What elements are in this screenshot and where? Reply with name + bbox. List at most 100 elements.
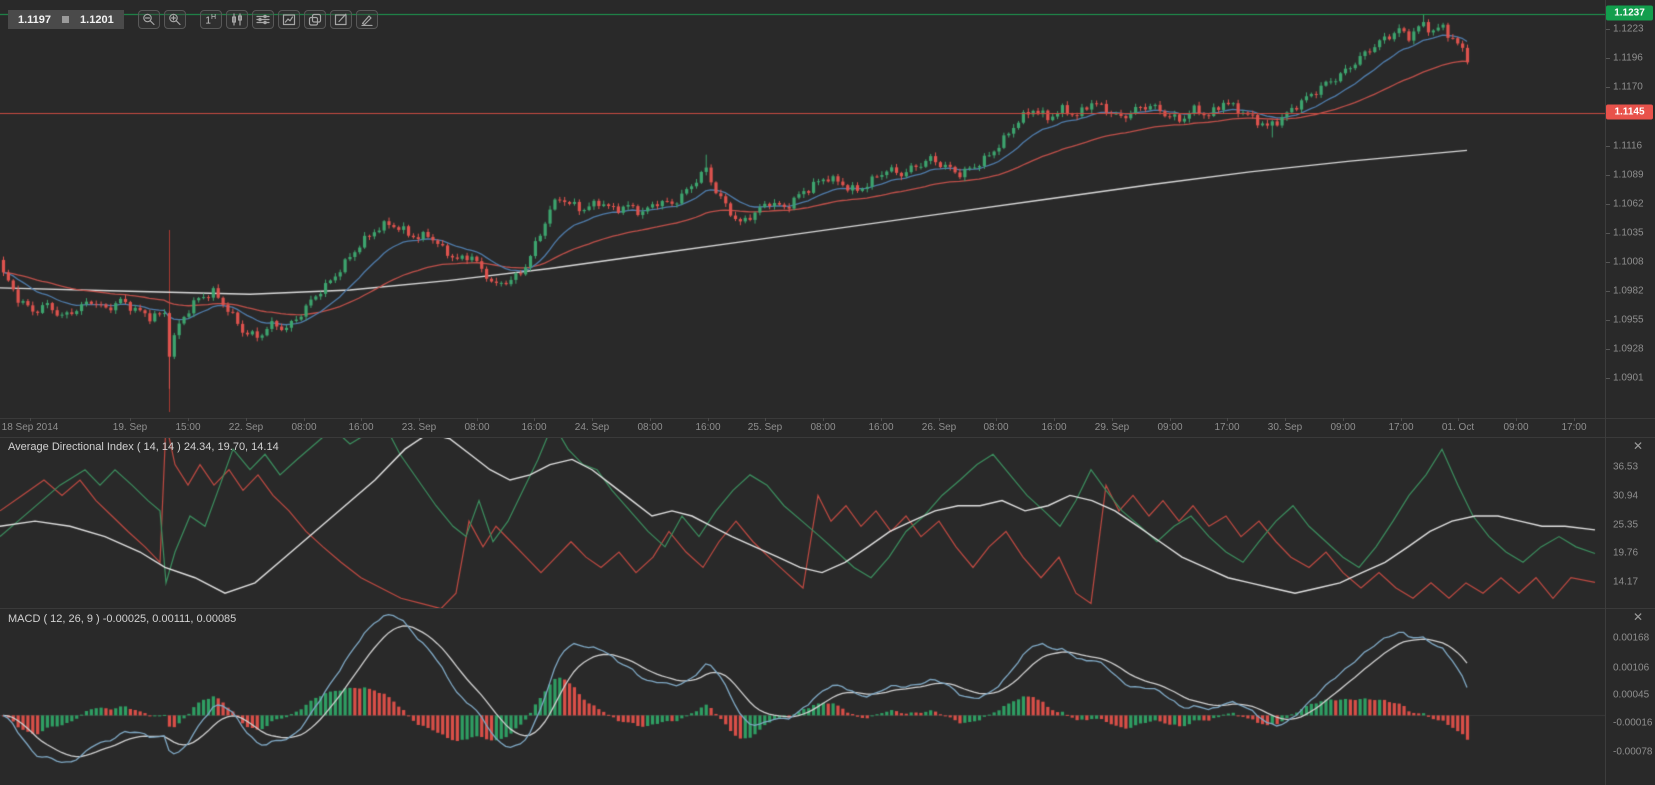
price-axis-label: 1.1223 <box>1613 23 1644 35</box>
price-axis-tick <box>1606 175 1610 176</box>
time-axis-tick <box>130 418 131 421</box>
price-axis-label: 1.1089 <box>1613 169 1644 181</box>
adx-axis-label: 14.17 <box>1613 576 1639 588</box>
time-axis-label: 23. Sep <box>401 422 437 433</box>
time-axis-tick <box>361 418 362 421</box>
time-axis-label: 08:00 <box>464 422 490 433</box>
panel-separator <box>0 418 1655 419</box>
price-axis-tick <box>1606 146 1610 147</box>
macd-panel-title: MACD ( 12, 26, 9 ) -0.00025, 0.00111, 0.… <box>8 613 237 625</box>
price-axis-label: 1.1170 <box>1613 81 1643 93</box>
macd-close-icon[interactable]: ✕ <box>1633 610 1644 624</box>
time-axis-tick <box>246 418 247 421</box>
time-axis-label: 17:00 <box>1388 422 1414 433</box>
time-axis-tick <box>30 418 31 421</box>
bid-price[interactable]: 1.1197 <box>18 13 52 26</box>
pen-icon <box>361 15 373 26</box>
time-axis-tick <box>881 418 882 421</box>
time-axis-tick <box>1574 418 1575 421</box>
time-axis-label: 26. Sep <box>921 422 957 433</box>
price-axis-tick <box>1606 87 1610 88</box>
macd-axis-label: 0.00045 <box>1613 689 1650 701</box>
time-axis-tick <box>1285 418 1286 421</box>
price-axis-label: 1.0982 <box>1613 285 1644 297</box>
adx-axis-label: 30.94 <box>1613 490 1639 502</box>
time-axis-tick <box>1170 418 1171 421</box>
price-axis-label: 1.1008 <box>1613 256 1644 268</box>
time-axis-tick <box>419 418 420 421</box>
time-axis-label: 16:00 <box>1041 422 1067 433</box>
chart-snapshot-button[interactable] <box>277 10 300 29</box>
time-axis-label: 16:00 <box>348 422 374 433</box>
adx-axis-label: 36.53 <box>1613 461 1639 473</box>
time-axis-label: 17:00 <box>1214 422 1240 433</box>
alert-price-badge: 1.1145 <box>1606 104 1653 120</box>
time-axis-label: 22. Sep <box>228 422 264 433</box>
price-axis-tick <box>1606 349 1610 350</box>
magnifier-minus-icon <box>142 13 155 26</box>
candlestick-icon <box>231 13 242 26</box>
time-axis-label: 08:00 <box>810 422 836 433</box>
timeframe-1h-icon: 1H <box>205 13 217 27</box>
time-axis-tick <box>996 418 997 421</box>
price-axis-label: 1.0955 <box>1613 314 1644 326</box>
price-axis-label: 1.0901 <box>1613 372 1644 384</box>
time-axis-tick <box>1458 418 1459 421</box>
time-axis-label: 09:00 <box>1157 422 1183 433</box>
time-axis-tick <box>823 418 824 421</box>
draw-tools-button[interactable] <box>355 10 378 29</box>
time-axis-tick <box>650 418 651 421</box>
adx-indicator-canvas[interactable] <box>0 438 1605 608</box>
indicators-button[interactable] <box>251 10 274 29</box>
adx-axis-label: 19.76 <box>1613 547 1639 559</box>
timeframe-button[interactable]: 1H <box>199 10 222 29</box>
price-axis-label: 1.0928 <box>1613 343 1644 355</box>
time-axis-tick <box>765 418 766 421</box>
price-axis-tick <box>1606 378 1610 379</box>
time-axis-label: 19. Sep <box>112 422 148 433</box>
time-axis-label: 09:00 <box>1503 422 1529 433</box>
current-price-badge: 1.1237 <box>1606 5 1653 21</box>
time-axis-label: 09:00 <box>1330 422 1356 433</box>
time-axis-tick <box>1516 418 1517 421</box>
price-axis-tick <box>1606 58 1610 59</box>
edit-chart-button[interactable] <box>329 10 352 29</box>
time-axis-tick <box>1401 418 1402 421</box>
time-axis-tick <box>534 418 535 421</box>
price-axis-label: 1.1116 <box>1613 140 1643 152</box>
time-axis-label: 18 Sep 2014 <box>1 422 59 433</box>
panel-separator <box>0 437 1655 438</box>
magnifier-plus-icon <box>168 13 181 26</box>
panel-separator <box>0 608 1655 609</box>
spread-indicator-icon <box>62 16 70 23</box>
chart-type-button[interactable] <box>225 10 248 29</box>
macd-axis-label: -0.00078 <box>1613 746 1653 758</box>
chart-toolbar: 1.1197 1.1201 1H <box>8 10 378 29</box>
sliders-icon <box>256 14 270 25</box>
price-axis-label: 1.1062 <box>1613 198 1644 210</box>
time-axis-tick <box>1343 418 1344 421</box>
time-axis-label: 08:00 <box>637 422 663 433</box>
time-axis-tick <box>477 418 478 421</box>
macd-indicator-canvas[interactable] <box>0 609 1605 785</box>
ask-price[interactable]: 1.1201 <box>80 13 114 26</box>
time-axis-tick <box>592 418 593 421</box>
price-axis-tick <box>1606 320 1610 321</box>
adx-close-icon[interactable]: ✕ <box>1633 439 1644 453</box>
zoom-in-button[interactable] <box>163 10 186 29</box>
price-axis-tick <box>1606 204 1610 205</box>
macd-axis-label: 0.00106 <box>1613 662 1650 674</box>
time-axis-label: 17:00 <box>1561 422 1587 433</box>
time-axis-label: 29. Sep <box>1094 422 1130 433</box>
quote-box[interactable]: 1.1197 1.1201 <box>8 10 124 29</box>
price-axis-label: 1.1196 <box>1613 52 1643 64</box>
duplicate-chart-button[interactable] <box>303 10 326 29</box>
adx-panel-title: Average Directional Index ( 14, 14 ) 24.… <box>8 441 279 453</box>
time-axis-label: 15:00 <box>175 422 201 433</box>
zoom-out-button[interactable] <box>137 10 160 29</box>
chart-box-icon <box>282 14 295 26</box>
edit-icon <box>334 13 347 26</box>
macd-axis-label: 0.00168 <box>1613 632 1650 644</box>
main-price-chart-canvas[interactable] <box>0 0 1605 418</box>
